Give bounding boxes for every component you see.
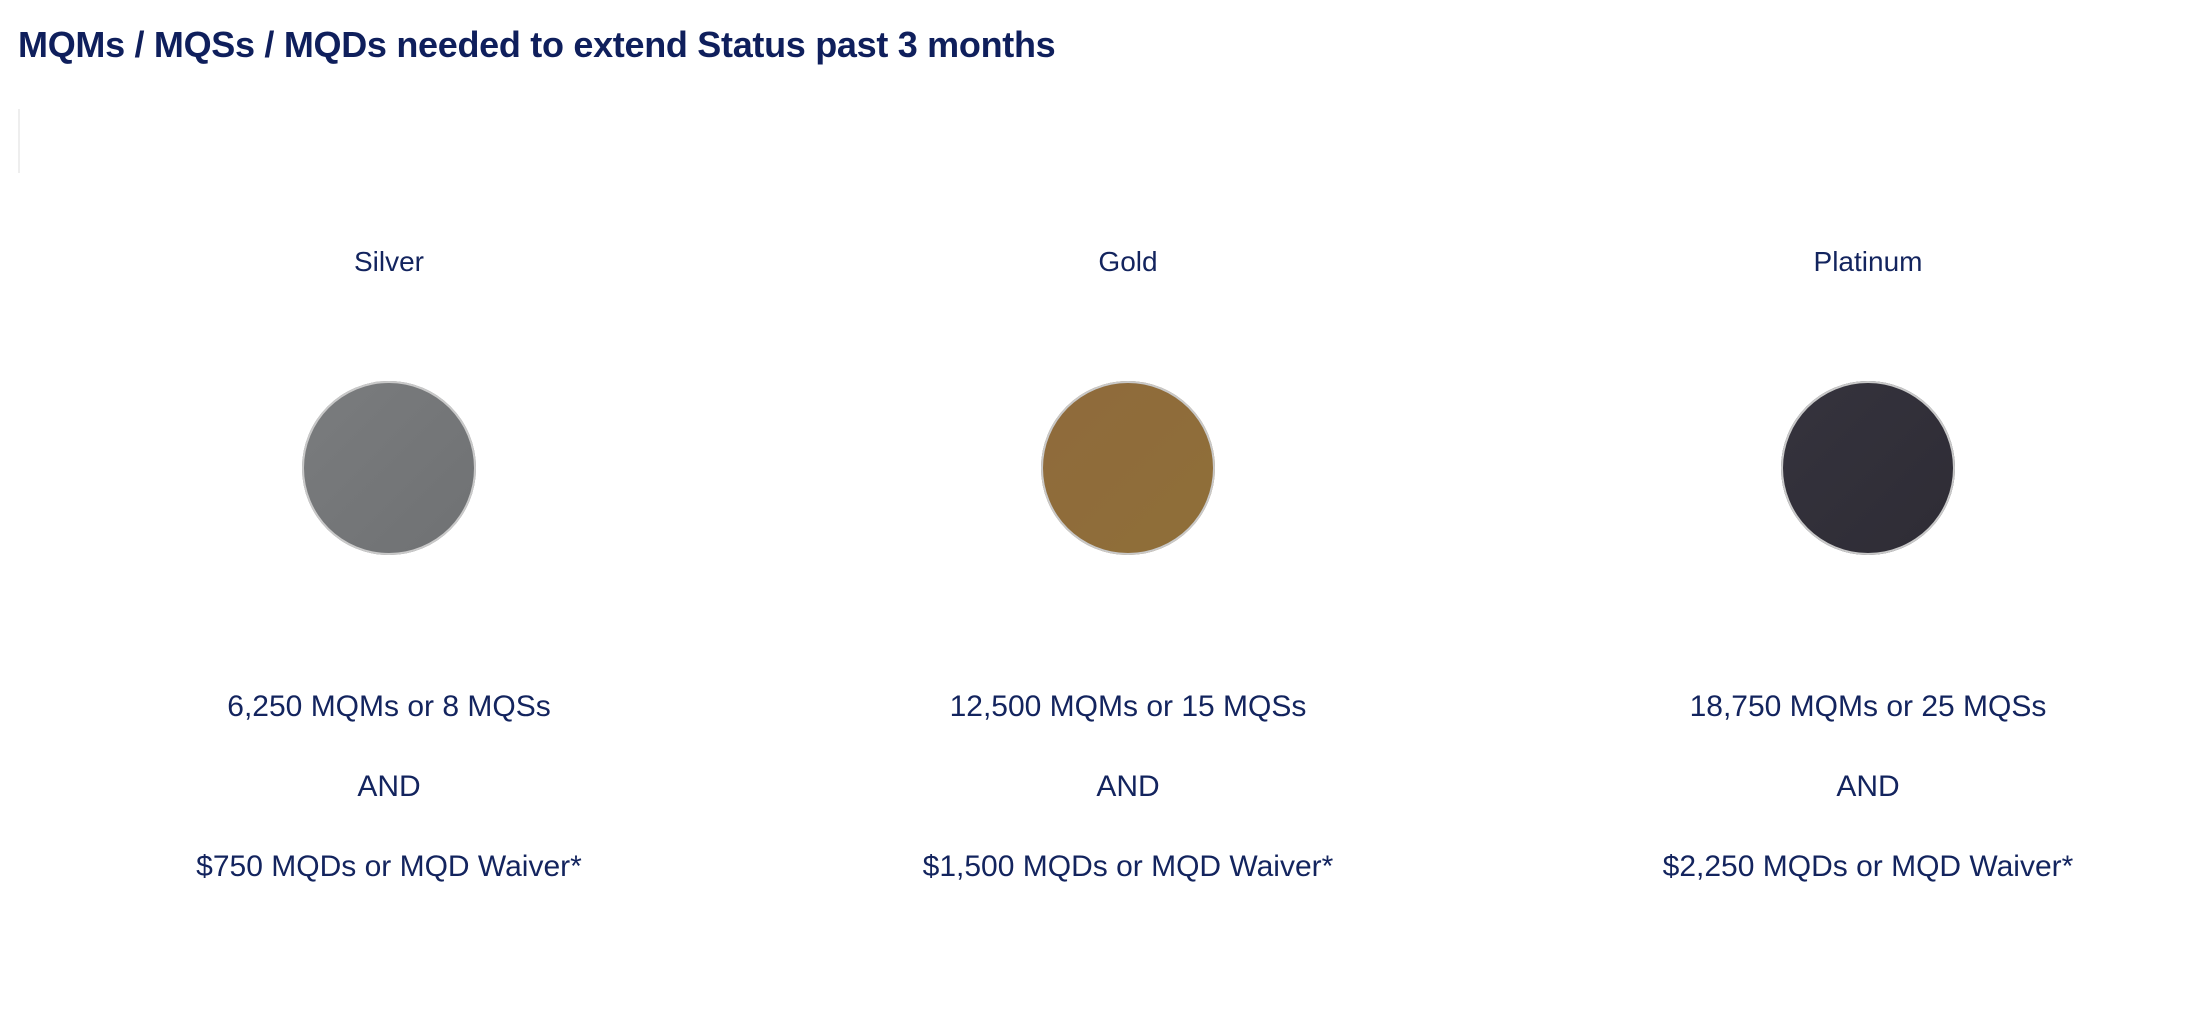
tier-badge: [302, 381, 476, 555]
tier-conjunction: AND: [1836, 770, 1900, 803]
tier-conjunction: AND: [1096, 770, 1160, 803]
tier-column: Platinum 18,750 MQMs or 25 MQSs AND $2,2…: [1518, 0, 2192, 1010]
tier-conjunction: AND: [357, 770, 421, 803]
tier-name: Platinum: [1813, 246, 1923, 277]
divider: [18, 109, 20, 173]
tier-column: Gold 12,500 MQMs or 15 MQSs AND $1,500 M…: [778, 0, 1478, 1010]
tier-column: Silver 6,250 MQMs or 8 MQSs AND $750 MQD…: [39, 0, 739, 1010]
tier-mqd: $750 MQDs or MQD Waiver*: [196, 850, 582, 883]
tier-badge: [1781, 381, 1955, 555]
tier-requirement: 12,500 MQMs or 15 MQSs: [949, 690, 1307, 723]
title: MQMs / MQSs / MQDs needed to extend Stat…: [18, 24, 1056, 65]
tier-name: Silver: [353, 246, 424, 277]
tier-mqd: $2,250 MQDs or MQD Waiver*: [1662, 850, 2074, 883]
tier-requirement: 18,750 MQMs or 25 MQSs: [1689, 690, 2047, 723]
tier-requirement: 6,250 MQMs or 8 MQSs: [227, 690, 551, 723]
tier-badge: [1041, 381, 1215, 555]
tier-name: Gold: [1098, 246, 1158, 277]
tier-mqd: $1,500 MQDs or MQD Waiver*: [922, 850, 1334, 883]
